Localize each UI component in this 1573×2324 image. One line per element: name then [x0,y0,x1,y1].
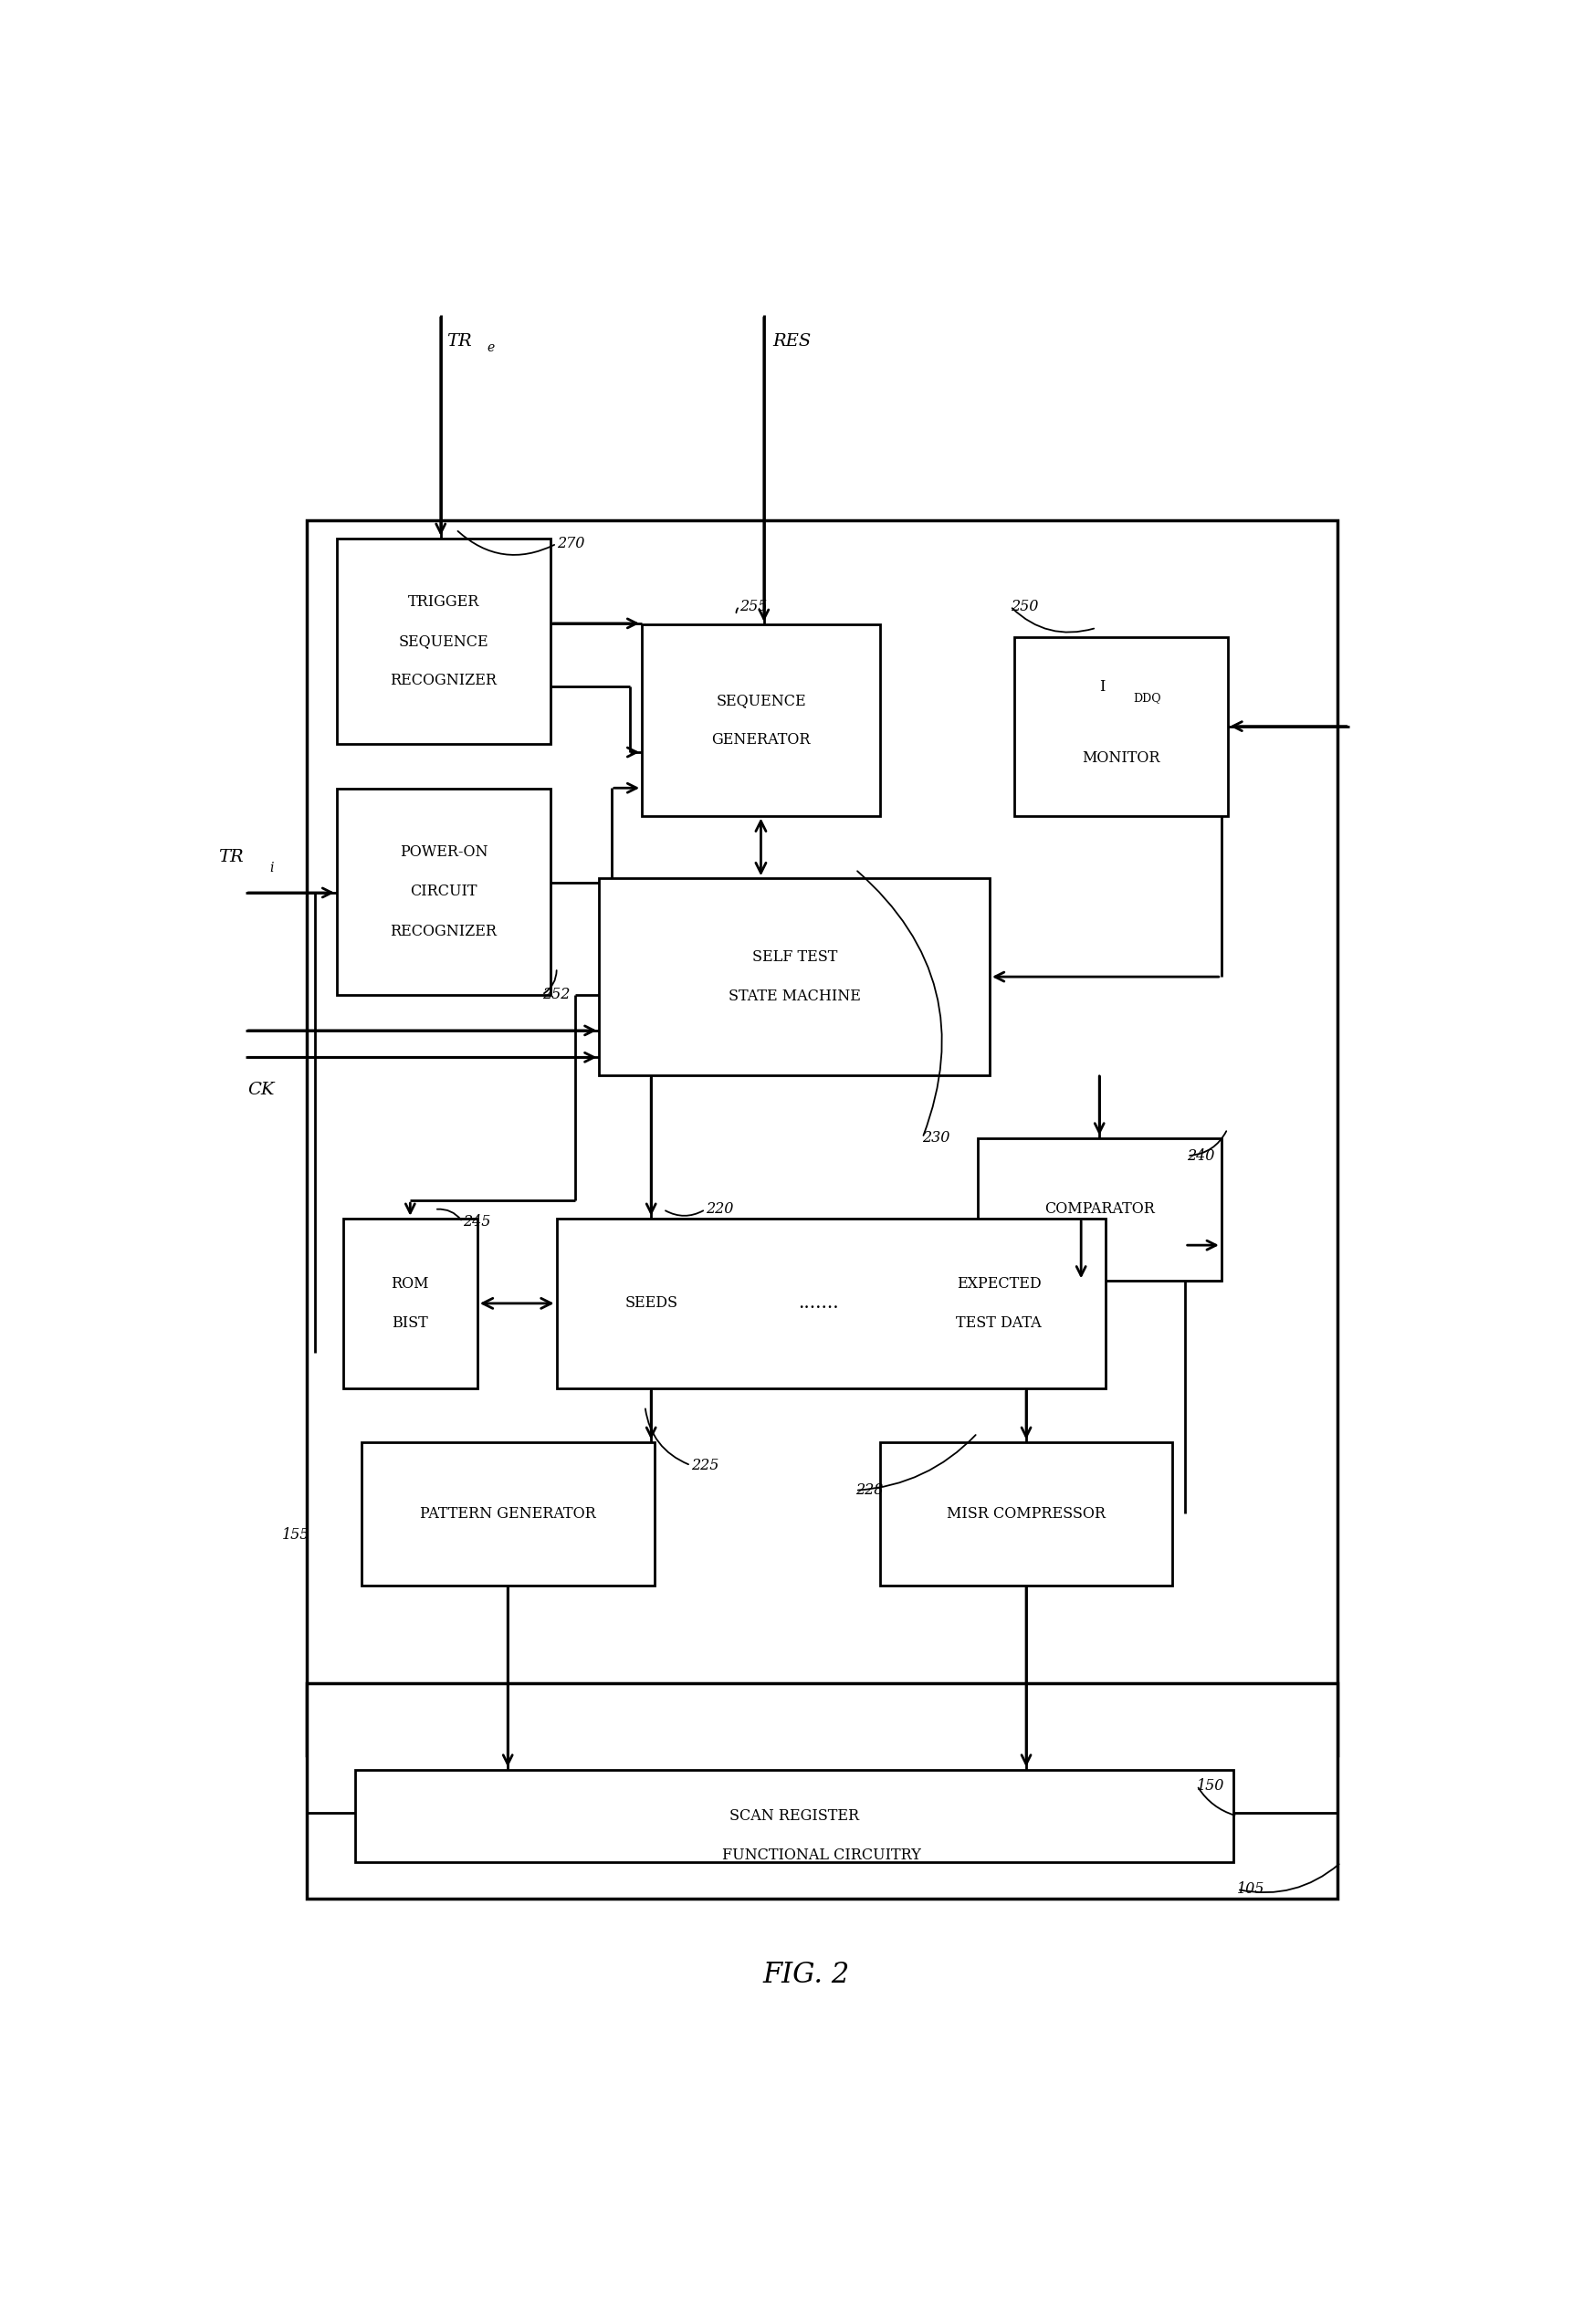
Text: 245: 245 [462,1213,491,1229]
Text: SEEDS: SEEDS [624,1294,678,1311]
Text: 252: 252 [541,988,569,1002]
Text: COMPARATOR: COMPARATOR [1043,1202,1155,1218]
Text: CIRCUIT: CIRCUIT [411,883,477,899]
Text: 230: 230 [922,1129,950,1146]
Text: 255: 255 [739,600,766,614]
Text: 220: 220 [705,1202,733,1218]
Text: GENERATOR: GENERATOR [711,732,810,748]
Bar [307,1683,1337,1899]
Text: FUNCTIONAL CIRCUITRY: FUNCTIONAL CIRCUITRY [722,1848,920,1864]
Text: POWER-ON: POWER-ON [400,844,488,860]
Bar [355,1769,1233,1862]
Bar [1013,637,1227,816]
Text: TR: TR [217,848,242,865]
Text: DDQ: DDQ [1133,693,1161,704]
Text: 228: 228 [856,1483,882,1499]
Text: 155: 155 [282,1527,310,1543]
Text: RES: RES [772,332,810,349]
Text: PATTERN GENERATOR: PATTERN GENERATOR [420,1506,596,1522]
Text: EXPECTED: EXPECTED [956,1276,1040,1292]
Bar [362,1441,654,1585]
Text: RECOGNIZER: RECOGNIZER [390,923,497,939]
Text: SCAN REGISTER: SCAN REGISTER [730,1808,859,1824]
Bar [337,788,551,995]
Bar [642,625,879,816]
Text: 105: 105 [1236,1882,1265,1896]
Text: RECOGNIZER: RECOGNIZER [390,674,497,688]
Text: BIST: BIST [392,1315,428,1332]
Text: TR: TR [447,332,472,349]
Text: CK: CK [249,1081,275,1097]
Text: SEQUENCE: SEQUENCE [398,634,489,648]
Text: MISR COMPRESSOR: MISR COMPRESSOR [947,1506,1104,1522]
Text: 150: 150 [1197,1778,1224,1794]
Text: STATE MACHINE: STATE MACHINE [728,988,860,1004]
Bar [557,1218,1104,1387]
Text: SELF TEST: SELF TEST [752,948,837,964]
Text: FIG. 2: FIG. 2 [763,1961,849,1989]
Bar [343,1218,477,1387]
Bar [337,539,551,744]
Text: TRIGGER: TRIGGER [407,595,480,609]
Text: SEQUENCE: SEQUENCE [716,693,805,709]
Text: MONITOR: MONITOR [1081,751,1159,767]
Text: 250: 250 [1010,600,1038,614]
Text: I: I [1100,679,1104,695]
Text: i: i [271,862,274,874]
Bar [879,1441,1172,1585]
Bar [599,878,989,1076]
Text: e: e [486,342,494,353]
Text: 225: 225 [691,1457,717,1473]
Text: 270: 270 [557,537,584,551]
Bar [977,1139,1221,1281]
Bar [307,521,1337,1755]
Text: .......: ....... [798,1294,838,1313]
Text: 240: 240 [1186,1148,1214,1164]
Text: ROM: ROM [392,1276,429,1292]
Text: TEST DATA: TEST DATA [955,1315,1041,1332]
